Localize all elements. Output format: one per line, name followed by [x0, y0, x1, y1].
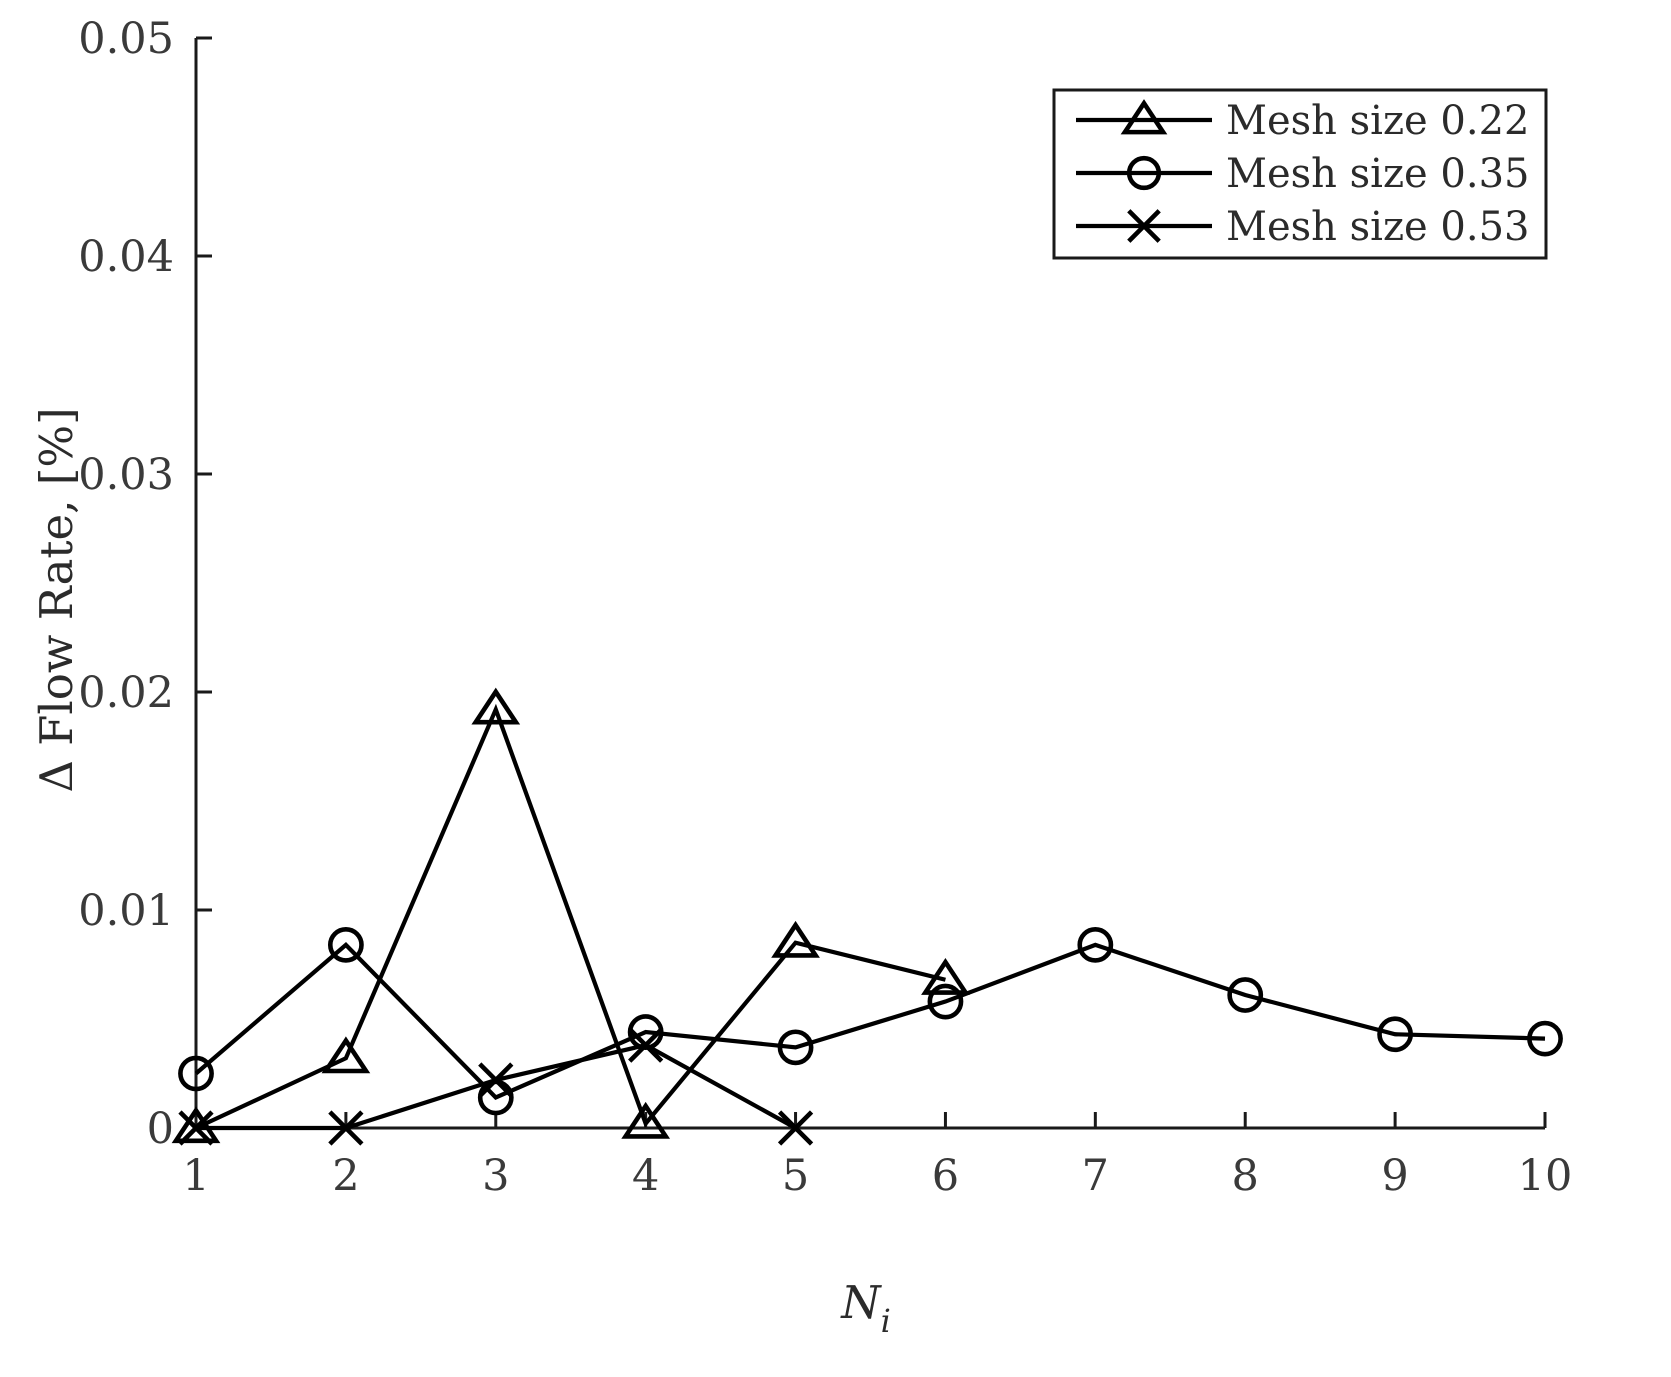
y-tick-label: 0 [147, 1104, 174, 1154]
y-tick-label: 0.05 [78, 14, 174, 64]
y-tick-label: 0.04 [78, 232, 174, 282]
x-tick-label: 2 [332, 1151, 359, 1201]
data-point-marker [621, 1101, 671, 1139]
x-tick-label: 5 [782, 1151, 809, 1201]
x-tick-label: 10 [1518, 1151, 1573, 1201]
data-point-marker [771, 920, 820, 958]
y-axis-title-text: Δ Flow Rate, [%] [30, 407, 83, 792]
data-series-layer [171, 687, 1563, 1146]
data-point-marker [178, 1055, 214, 1092]
x-axis-title-text: Ni [840, 1276, 891, 1340]
x-axis-title: Ni [840, 1276, 891, 1340]
y-axis-title: Δ Flow Rate, [%] [30, 407, 83, 792]
series-3 [178, 1027, 814, 1146]
x-tick-label: 9 [1381, 1151, 1408, 1201]
data-point-marker [1377, 1016, 1414, 1053]
data-point-marker [1227, 977, 1264, 1013]
data-point-marker [328, 1110, 364, 1146]
data-point-marker [628, 1027, 664, 1063]
y-tick-label: 0.02 [78, 668, 174, 718]
x-tick-label: 6 [932, 1151, 959, 1201]
series-2 [178, 926, 1563, 1116]
data-point-marker [927, 983, 964, 1020]
y-tick-label: 0.01 [78, 886, 174, 936]
series-1 [171, 687, 970, 1144]
data-point-marker [1527, 1020, 1563, 1057]
x-axis-ticks: 1 2 3 4 5 6 7 8 9 10 [182, 1112, 1572, 1201]
legend-circle-icon [1126, 155, 1162, 191]
data-point-marker [471, 687, 521, 725]
x-tick-label: 3 [482, 1151, 509, 1201]
x-tick-label: 1 [182, 1151, 209, 1201]
legend-item-label: Mesh size 0.35 [1226, 151, 1529, 197]
data-point-marker [171, 1106, 221, 1144]
x-tick-label: 8 [1232, 1151, 1259, 1201]
data-point-marker [1077, 926, 1114, 963]
chart-legend: Mesh size 0.22 Mesh size 0.35 Mesh size 0.… [1052, 88, 1548, 260]
data-point-marker [178, 1110, 214, 1146]
legend-cross-icon [1127, 209, 1161, 243]
data-point-marker [327, 926, 364, 963]
x-tick-label: 4 [632, 1151, 659, 1201]
legend-item-label: Mesh size 0.22 [1226, 98, 1529, 144]
series-line [195, 703, 946, 1130]
data-point-marker [921, 957, 970, 995]
data-point-marker [777, 1029, 814, 1066]
data-point-marker [478, 1062, 514, 1098]
series-line [194, 942, 1546, 1100]
y-tick-label: 0.03 [78, 450, 174, 500]
data-point-marker [321, 1036, 371, 1074]
axes [194, 38, 1545, 1130]
y-axis-ticks: 0 0.01 0.02 0.03 0.04 0.05 [78, 14, 212, 1154]
legend-item-label: Mesh size 0.53 [1226, 204, 1529, 250]
x-tick-label: 7 [1082, 1151, 1109, 1201]
legend-triangle-icon [1120, 99, 1168, 135]
data-point-marker [777, 1110, 814, 1146]
